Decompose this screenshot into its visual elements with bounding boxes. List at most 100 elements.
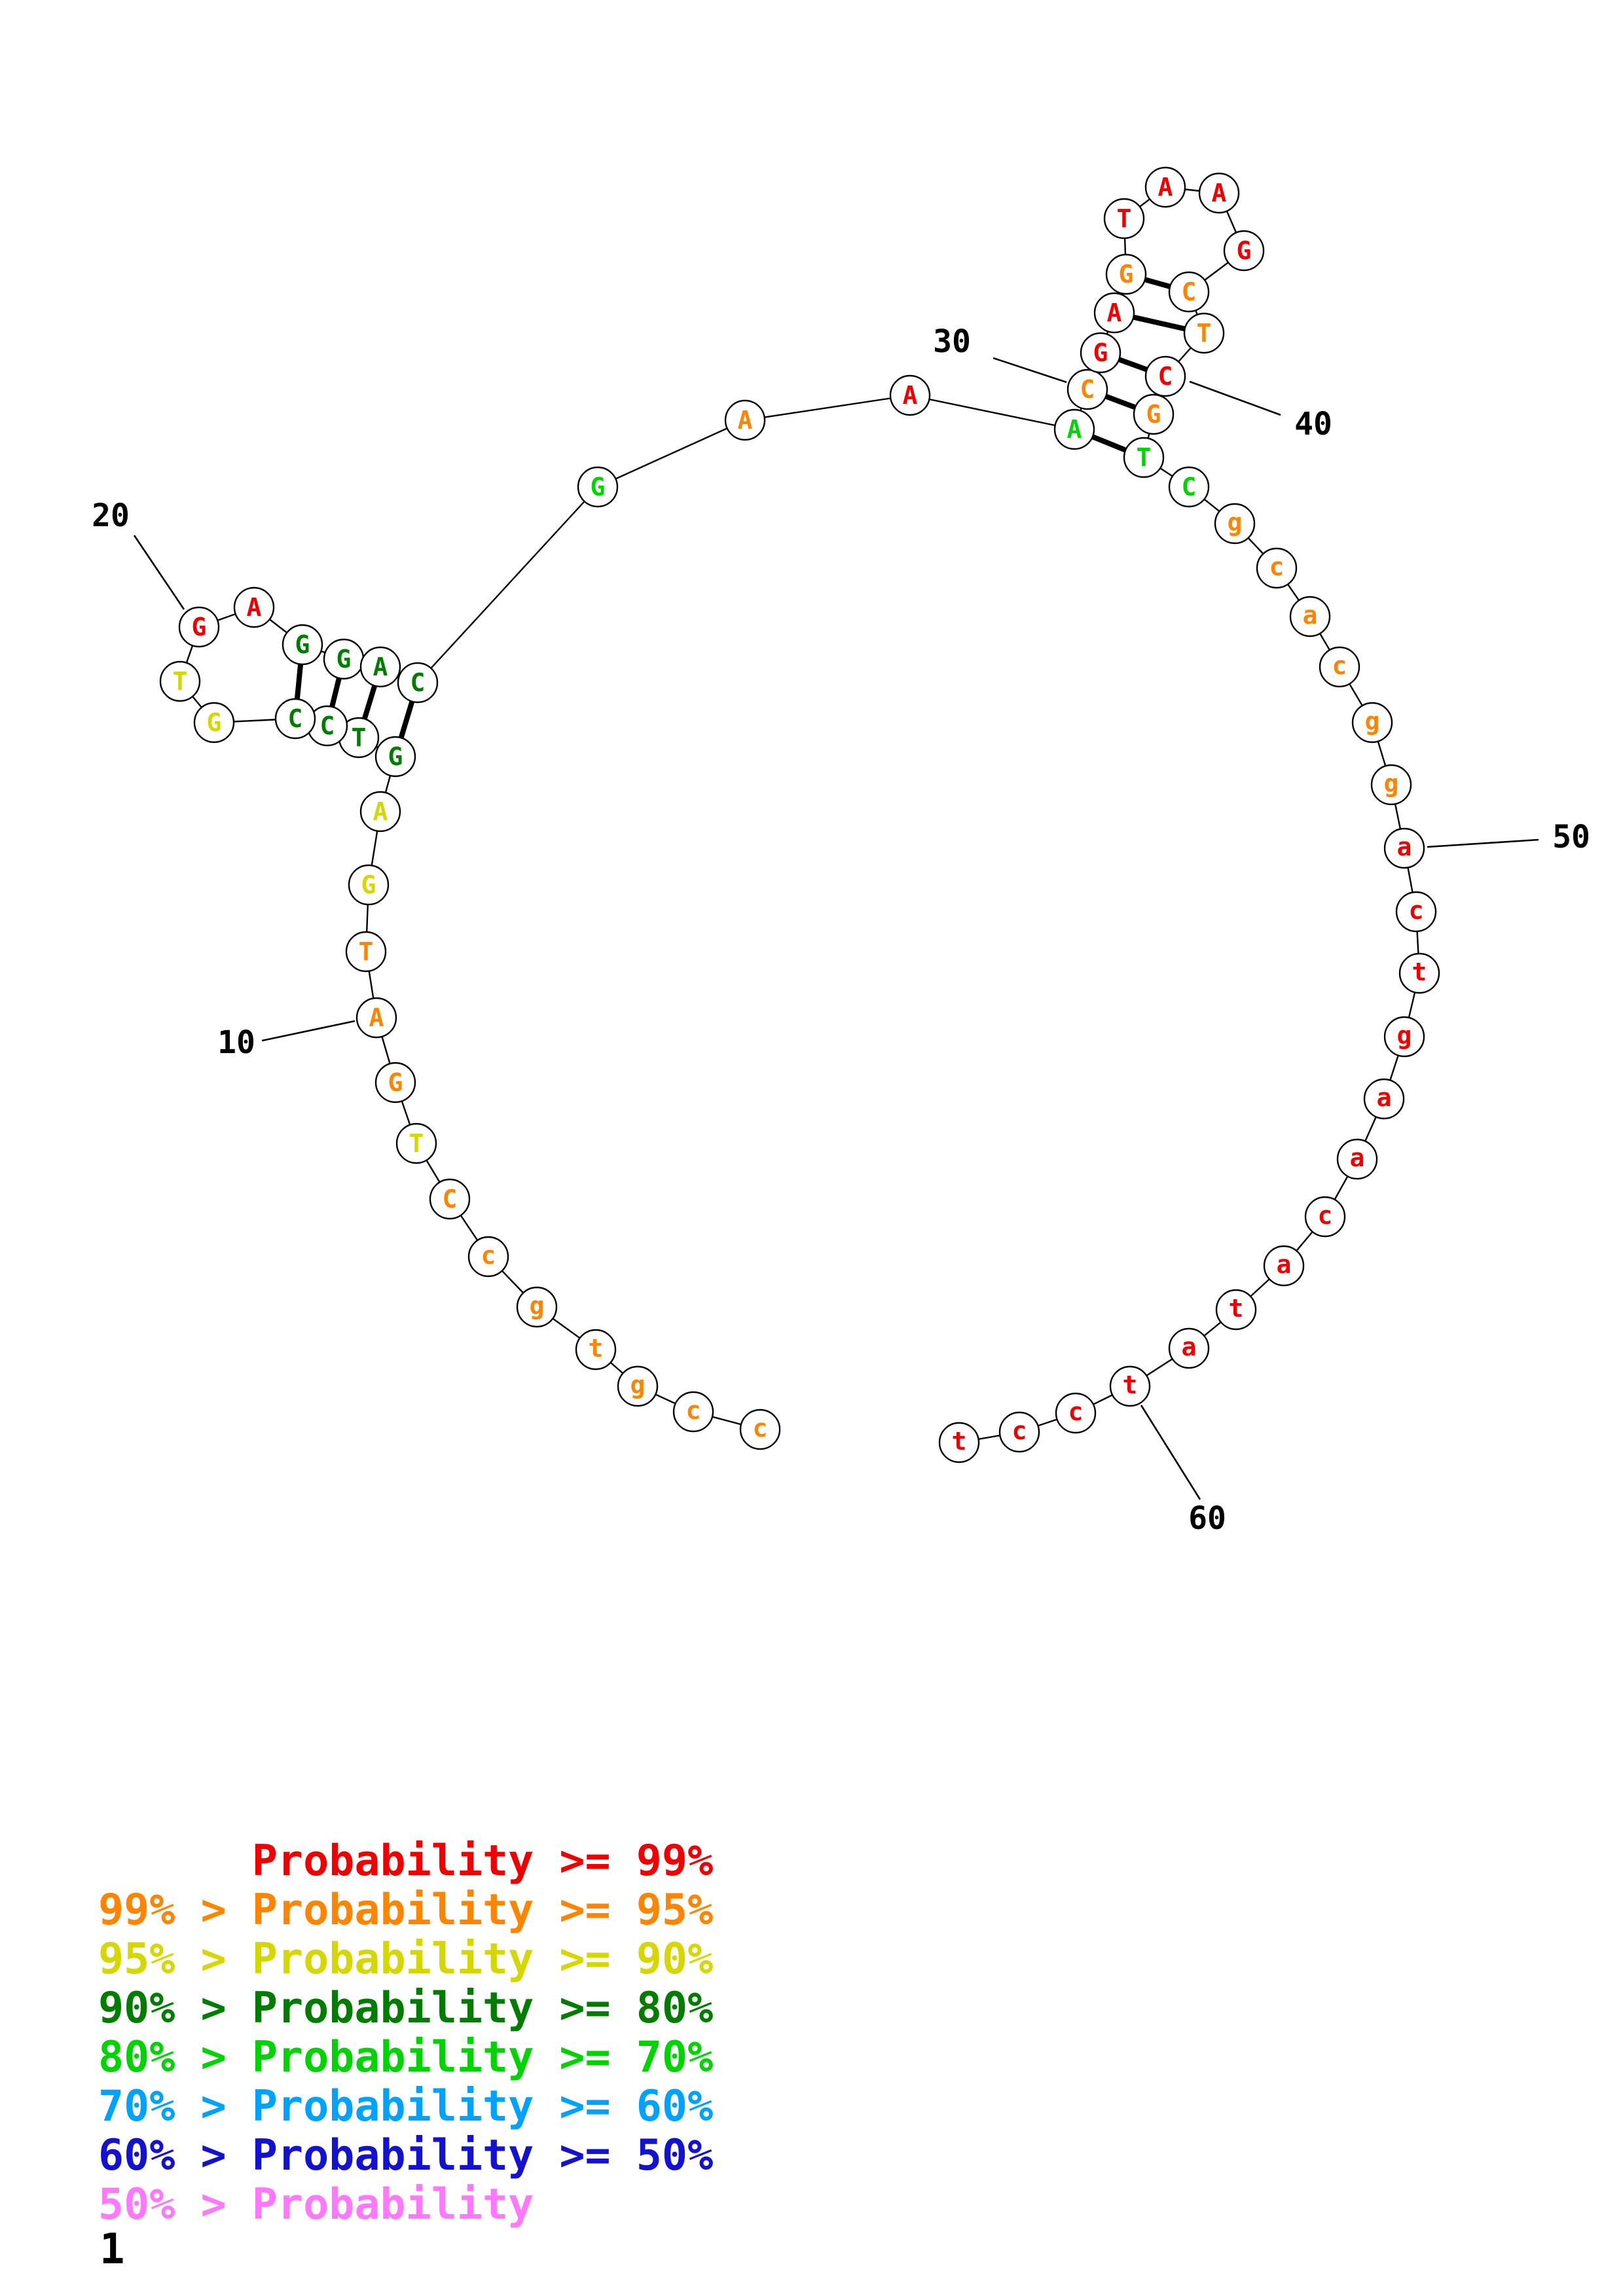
nucleotide-letter: G <box>295 630 310 659</box>
legend-row-2: 99% > Probability >= 95% <box>98 1886 714 1935</box>
nucleotide-letter: c <box>686 1396 701 1425</box>
nucleotide-letter: c <box>481 1241 496 1270</box>
nucleotide-circle <box>1263 1245 1305 1287</box>
nucleotide-letter: A <box>373 653 388 681</box>
nucleotide-letter: G <box>591 473 606 501</box>
nucleotide-circle <box>1351 702 1393 744</box>
nucleotide-circle <box>429 1178 471 1220</box>
nucleotide-letter: C <box>320 711 335 740</box>
label-leader-line <box>133 535 185 610</box>
nucleotide-circle <box>739 1408 781 1450</box>
nucleotide-circle <box>1214 503 1256 545</box>
nucleotide-circle <box>282 624 323 666</box>
position-label: 60 <box>1188 1500 1226 1537</box>
legend-row-7: 60% > Probability >= 50% <box>98 2131 714 2180</box>
nucleotide-circle <box>395 1122 437 1164</box>
nucleotide-circle <box>1080 332 1122 374</box>
legend-row-8: 50% > Probability <box>98 2180 534 2229</box>
nucleotide-letter: g <box>1365 707 1380 736</box>
nucleotide-letter: A <box>1212 179 1227 207</box>
nucleotide-circle <box>1398 952 1440 994</box>
nucleotide-circle <box>348 864 390 906</box>
nucleotide-letter: A <box>373 797 388 826</box>
nucleotide-circle <box>1215 1289 1257 1331</box>
nucleotide-circle <box>1144 166 1186 208</box>
nucleotide-letter: G <box>1093 338 1108 367</box>
nucleotide-circle <box>1168 271 1210 313</box>
position-label: 20 <box>92 497 130 534</box>
page-number: 1 <box>100 2225 125 2274</box>
nucleotide-circle <box>1144 355 1186 397</box>
nucleotide-letter: T <box>1197 319 1212 348</box>
backbone-line <box>417 486 598 683</box>
nucleotide-letter: a <box>1277 1250 1292 1279</box>
nucleotide-letter: T <box>409 1129 424 1158</box>
nucleotide-circle <box>617 1365 659 1407</box>
nucleotide-circle <box>889 374 931 416</box>
nucleotide-circle <box>1183 312 1225 354</box>
nucleotide-letter: t <box>952 1427 967 1456</box>
nucleotide-circle <box>345 931 387 973</box>
nucleotide-letter: T <box>173 667 188 696</box>
nucleotide-letter: c <box>753 1414 768 1443</box>
nucleotide-letter: G <box>337 645 352 673</box>
nucleotide-circle <box>1055 1392 1097 1434</box>
nucleotide-letter: C <box>1182 473 1197 501</box>
nucleotide-circle <box>1395 891 1437 933</box>
nucleotide-circle <box>1168 1327 1210 1369</box>
nucleotide-circle <box>233 586 275 628</box>
nucleotide-letter: C <box>1080 375 1095 404</box>
nucleotide-circle <box>359 646 401 688</box>
backbone-line <box>909 394 1075 431</box>
nucleotide-letter: a <box>1182 1333 1197 1361</box>
nucleotide-circle <box>724 399 766 441</box>
nucleotide-letter: t <box>1412 958 1427 986</box>
nucleotide-letter: G <box>1146 400 1161 429</box>
nucleotide-circle <box>178 606 220 648</box>
nucleotide-letter: G <box>388 1068 403 1097</box>
nucleotide-letter: t <box>1229 1294 1244 1323</box>
nucleotide-letter: T <box>1117 204 1132 233</box>
nucleotide-circle <box>467 1236 509 1278</box>
nucleotide-circle <box>374 736 416 778</box>
nucleotide-circle <box>1168 466 1210 508</box>
legend-row-3: 95% > Probability >= 90% <box>98 1935 714 1984</box>
nucleotide-circle <box>159 660 201 702</box>
nucleotide-letter: G <box>361 870 376 899</box>
nucleotide-circle <box>1383 827 1425 869</box>
nucleotide-letter: T <box>359 937 374 966</box>
nucleotide-letter: C <box>288 704 303 733</box>
nucleotide-letter: t <box>1123 1371 1138 1399</box>
nucleotide-letter: c <box>1068 1397 1084 1426</box>
nucleotide-letter: C <box>1158 362 1173 391</box>
nucleotide-circle <box>1103 198 1145 240</box>
nucleotide-letter: G <box>207 708 222 737</box>
label-leader-line <box>1427 838 1539 848</box>
backbone-line <box>597 419 746 488</box>
nucleotide-circle <box>1093 292 1135 334</box>
nucleotide-circle <box>1133 393 1175 435</box>
nucleotide-circle <box>672 1391 714 1433</box>
nucleotide-circle <box>1319 646 1360 688</box>
nucleotide-circle <box>575 1329 617 1371</box>
nucleotide-letter: G <box>388 742 403 771</box>
nucleotide-letter: G <box>1237 236 1252 265</box>
nucleotide-letter: a <box>1377 1083 1392 1112</box>
label-leader-line <box>993 357 1067 384</box>
nucleotide-letter: T <box>352 723 367 752</box>
position-label: 10 <box>217 1024 255 1061</box>
nucleotide-letter: A <box>738 406 753 435</box>
nucleotide-circle <box>359 791 401 833</box>
label-leader-line <box>1189 380 1281 416</box>
nucleotide-letter: A <box>1067 415 1082 444</box>
nucleotide-letter: A <box>369 1003 384 1032</box>
nucleotide-letter: A <box>1107 298 1122 327</box>
nucleotide-letter: c <box>1332 651 1347 680</box>
legend-row-6: 70% > Probability >= 60% <box>98 2082 714 2131</box>
nucleotide-circle <box>998 1411 1040 1453</box>
nucleotide-circle <box>938 1422 980 1463</box>
nucleotide-circle <box>1370 764 1412 806</box>
nucleotide-circle <box>1256 547 1298 589</box>
